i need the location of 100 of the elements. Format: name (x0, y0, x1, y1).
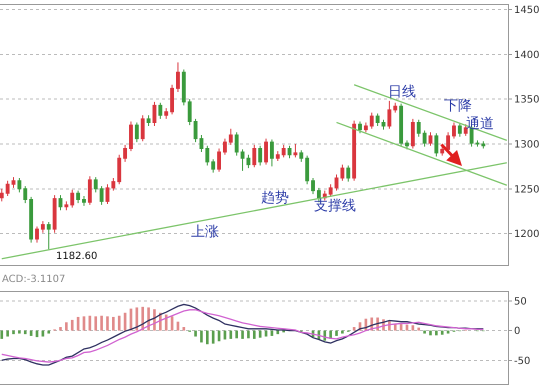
candlestick (17, 178, 22, 193)
bar (406, 324, 408, 331)
bar (130, 308, 132, 331)
bar (276, 330, 280, 334)
candlestick (12, 176, 16, 188)
candlestick (276, 150, 280, 162)
bar (88, 316, 92, 331)
bar (412, 325, 414, 331)
annotation: 趋势 (261, 190, 289, 206)
candlestick (82, 195, 86, 206)
bar (36, 330, 38, 338)
candlestick (152, 101, 156, 127)
bar (224, 330, 226, 340)
candlestick (158, 102, 162, 120)
bar (235, 330, 238, 338)
bar (124, 312, 126, 331)
bar (423, 330, 426, 334)
bar (218, 330, 220, 342)
candlestick (434, 132, 438, 158)
candlestick (264, 138, 268, 166)
candlestick (293, 143, 298, 158)
bar (182, 327, 186, 331)
candlestick (328, 184, 333, 198)
candlestick (410, 118, 415, 149)
bar (264, 330, 268, 337)
annotation: 通道 (466, 116, 494, 132)
candlestick (35, 226, 39, 244)
y-tick-label: 1400 (514, 50, 540, 61)
candlestick (200, 134, 204, 153)
candlestick (481, 140, 486, 149)
candlestick (106, 184, 110, 205)
candlestick (234, 132, 239, 156)
candlestick (311, 178, 315, 195)
bar (112, 316, 115, 331)
bar (106, 316, 109, 331)
candlestick (6, 180, 10, 196)
candlestick (246, 154, 250, 169)
y-tick-label: 1300 (514, 139, 540, 150)
bar (94, 316, 98, 331)
candlestick (399, 103, 404, 148)
candlestick (387, 100, 392, 130)
y-tick-label: 1450 (514, 4, 540, 16)
bar (47, 330, 50, 334)
y-tick-label: -50 (514, 356, 530, 367)
bar (435, 330, 438, 336)
candlestick (393, 102, 398, 114)
candlestick (194, 118, 198, 143)
bar (30, 330, 32, 336)
candlestick (40, 220, 45, 234)
bar (440, 330, 444, 335)
bar (446, 330, 450, 334)
candlestick (382, 119, 386, 130)
candlestick (140, 114, 145, 142)
bar (59, 327, 62, 331)
bar (65, 322, 68, 331)
bar (258, 330, 262, 338)
candlestick (364, 122, 368, 133)
bar (229, 330, 232, 339)
candlestick (88, 176, 92, 206)
candlestick (416, 119, 421, 138)
candlestick (370, 112, 374, 130)
candlestick (376, 112, 380, 127)
candlestick (123, 144, 128, 162)
candlestick (58, 194, 62, 211)
bar (212, 330, 215, 344)
bar (12, 330, 15, 334)
bar (335, 330, 338, 336)
candlestick (258, 145, 262, 166)
candlestick (476, 140, 480, 148)
bar (429, 330, 432, 336)
bar (70, 320, 74, 331)
bar (352, 327, 356, 331)
candlestick (64, 200, 68, 211)
candlestick (111, 178, 116, 192)
candlestick (305, 155, 310, 185)
candlestick (240, 148, 244, 172)
bar (76, 316, 80, 331)
bar (24, 330, 27, 334)
candlestick (228, 128, 233, 146)
bar (118, 316, 121, 331)
bar (400, 324, 402, 331)
y-tick-label: 1250 (514, 184, 540, 196)
candlestick (452, 122, 456, 140)
annotation: 下降 (444, 98, 472, 114)
candlestick (299, 150, 304, 162)
bar (170, 316, 174, 331)
y-tick-label: 1350 (514, 94, 540, 106)
candlestick (358, 121, 362, 134)
bar (0, 330, 4, 339)
candlestick (458, 122, 462, 138)
y-tick-label: 50 (514, 296, 527, 308)
candlestick (52, 194, 57, 234)
candlestick (170, 84, 174, 115)
annotation: 日线 (388, 84, 416, 100)
candlestick (117, 154, 122, 185)
candlestick (428, 132, 432, 146)
y-tick-label: 0 (514, 326, 520, 338)
candlestick (176, 62, 180, 92)
candlestick (270, 138, 274, 167)
candlestick (222, 138, 227, 156)
